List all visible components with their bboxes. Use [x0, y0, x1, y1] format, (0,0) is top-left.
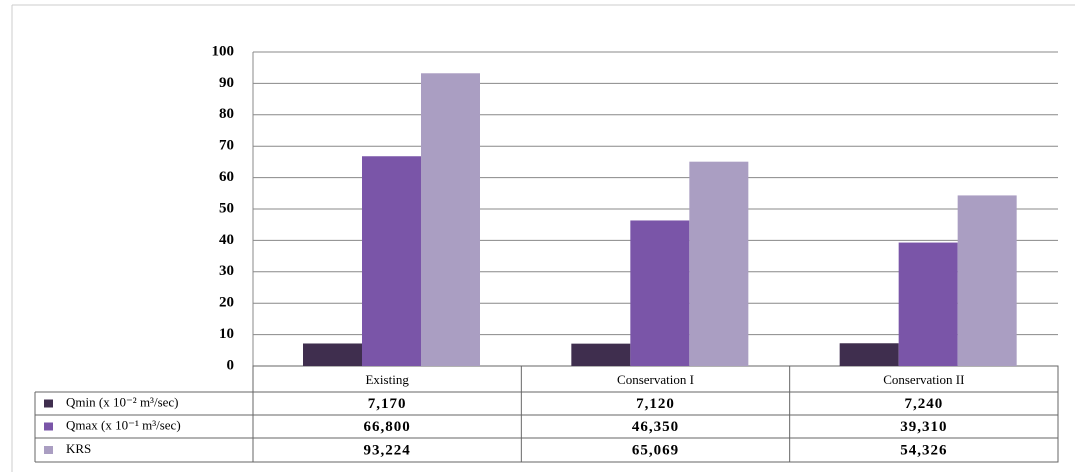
legend-swatch: [44, 399, 53, 408]
y-tick-label: 60: [219, 169, 234, 185]
table-value: 7,240: [904, 396, 943, 412]
y-tick-label: 10: [219, 326, 234, 342]
bar: [571, 343, 631, 366]
x-tick-label: Existing: [365, 372, 409, 387]
bar: [839, 343, 899, 366]
table-value: 65,069: [632, 442, 679, 458]
bar: [630, 220, 690, 366]
table-value: 54,326: [900, 442, 947, 458]
table-value: 39,310: [900, 419, 947, 435]
legend-label: KRS: [66, 441, 91, 456]
table-value: 66,800: [364, 419, 411, 435]
y-tick-label: 30: [219, 263, 234, 279]
table-value: 46,350: [632, 419, 679, 435]
table-value: 7,120: [636, 396, 675, 412]
y-tick-label: 40: [219, 232, 234, 248]
y-tick-label: 80: [219, 106, 234, 122]
bar: [362, 156, 421, 366]
y-tick-label: 70: [219, 138, 234, 154]
bar: [303, 343, 362, 366]
legend-swatch: [44, 422, 53, 431]
legend-swatch: [44, 446, 53, 454]
y-tick-label: 0: [227, 357, 235, 373]
bar: [957, 195, 1017, 366]
y-tick-label: 50: [219, 200, 234, 216]
y-tick-label: 20: [219, 295, 234, 311]
x-tick-label: Conservation I: [617, 372, 694, 387]
legend-label: Qmin (x 10⁻² m³/sec): [66, 394, 179, 409]
legend-label: Qmax (x 10⁻¹ m³/sec): [66, 417, 181, 432]
table-value: 7,170: [368, 396, 407, 412]
x-tick-label: Conservation II: [883, 372, 964, 387]
bar: [689, 161, 749, 366]
y-tick-label: 90: [219, 75, 234, 91]
bar: [898, 242, 958, 366]
bar: [421, 73, 480, 366]
table-value: 93,224: [364, 442, 411, 458]
y-tick-label: 100: [212, 43, 235, 59]
